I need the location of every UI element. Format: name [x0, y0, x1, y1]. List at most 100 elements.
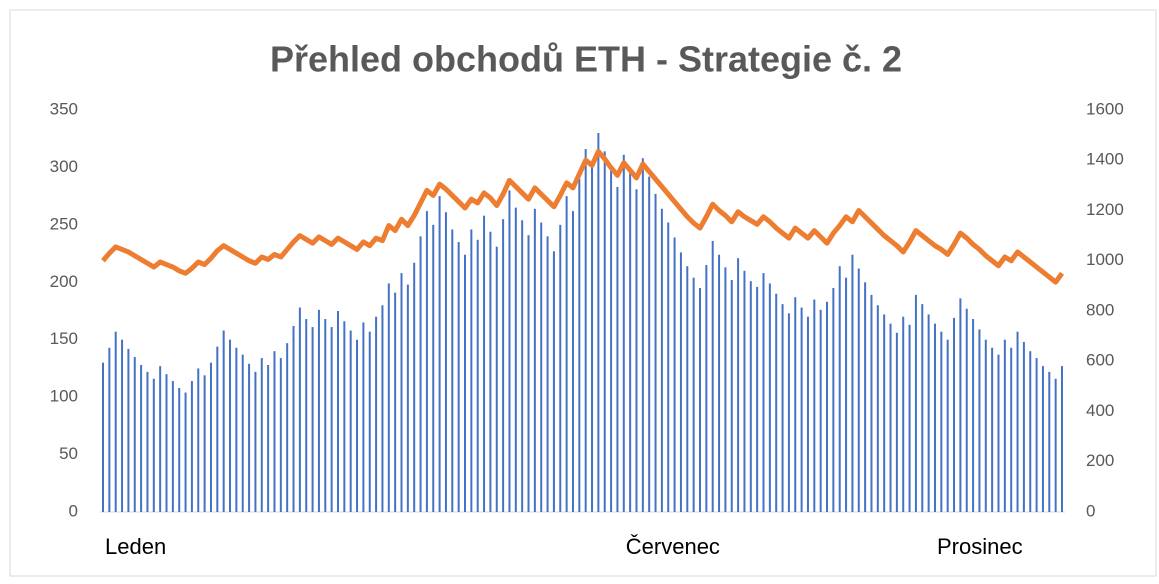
- bar: [444, 212, 447, 513]
- bar: [591, 161, 594, 512]
- x-tick-label: Červenec: [626, 534, 720, 559]
- bar: [997, 354, 1000, 512]
- bar: [679, 252, 682, 512]
- bar: [381, 305, 384, 512]
- bar: [654, 193, 657, 513]
- bar: [724, 267, 727, 512]
- bar: [876, 305, 879, 512]
- bar: [1054, 378, 1057, 512]
- y2-tick-label: 200: [1086, 451, 1114, 470]
- bar: [102, 362, 104, 512]
- y-tick-label: 0: [69, 501, 78, 520]
- bar: [622, 154, 625, 512]
- bar: [698, 288, 701, 512]
- bar: [686, 266, 689, 512]
- bar: [190, 381, 193, 512]
- bar: [305, 319, 308, 512]
- bar: [387, 283, 390, 512]
- bar: [356, 339, 359, 512]
- bar: [483, 215, 486, 512]
- y-tick-label: 50: [59, 444, 78, 463]
- y2-tick-label: 1400: [1086, 150, 1124, 169]
- bar: [140, 364, 143, 512]
- bar: [343, 321, 346, 512]
- bar: [470, 229, 473, 513]
- bar: [559, 224, 562, 512]
- bar: [165, 374, 168, 512]
- bar: [146, 371, 149, 512]
- bar: [889, 323, 892, 512]
- y-tick-label: 300: [50, 157, 78, 176]
- bar: [248, 363, 251, 512]
- bar: [610, 170, 613, 513]
- bar: [749, 281, 752, 512]
- bar: [406, 284, 409, 512]
- bar: [317, 309, 320, 512]
- bar: [1048, 371, 1051, 512]
- chart-title: Přehled obchodů ETH - Strategie č. 2: [270, 39, 902, 80]
- bar: [629, 173, 632, 512]
- bar: [1029, 351, 1032, 512]
- bar: [476, 239, 479, 512]
- bar: [292, 325, 295, 512]
- bar: [667, 222, 670, 512]
- bar: [229, 339, 232, 512]
- bar: [349, 330, 352, 512]
- bar: [908, 324, 911, 512]
- bar: [394, 292, 397, 512]
- bar: [832, 288, 835, 512]
- bar: [533, 208, 536, 512]
- bar: [457, 242, 460, 513]
- bar: [438, 196, 441, 512]
- bar: [552, 251, 555, 512]
- bar: [730, 279, 733, 512]
- bar: [400, 273, 403, 512]
- bar: [718, 254, 721, 512]
- bar: [260, 358, 263, 512]
- bar: [216, 346, 219, 512]
- bar: [991, 347, 994, 512]
- bar: [870, 294, 873, 512]
- y-tick-label: 100: [50, 387, 78, 406]
- bar: [787, 313, 790, 512]
- bar: [540, 222, 543, 512]
- bar: [584, 149, 587, 512]
- bar: [464, 254, 467, 512]
- bar: [1035, 358, 1038, 512]
- bar: [546, 236, 549, 513]
- bar: [311, 327, 314, 512]
- bar: [953, 317, 956, 512]
- bar: [108, 347, 111, 512]
- bar: [781, 304, 784, 512]
- bar: [616, 186, 619, 512]
- bar: [806, 316, 809, 512]
- bar: [737, 258, 740, 512]
- bar: [527, 235, 530, 513]
- bar: [864, 282, 867, 512]
- bar: [756, 286, 759, 512]
- bar: [1061, 366, 1063, 512]
- bar: [184, 392, 187, 512]
- bar: [127, 348, 130, 512]
- bar: [413, 262, 416, 512]
- y-tick-label: 350: [50, 99, 78, 118]
- bar: [673, 237, 676, 512]
- bar: [743, 270, 746, 512]
- bar: [838, 266, 841, 512]
- bar: [641, 158, 644, 513]
- bar: [959, 298, 962, 512]
- y2-tick-label: 1000: [1086, 250, 1124, 269]
- bar: [845, 277, 848, 512]
- bar: [705, 265, 708, 512]
- bar: [883, 314, 886, 512]
- bar: [133, 356, 136, 512]
- y2-tick-label: 400: [1086, 401, 1114, 420]
- bar: [1041, 366, 1044, 512]
- bar: [921, 304, 924, 512]
- bar: [362, 322, 365, 512]
- bar: [794, 297, 797, 512]
- bar: [768, 283, 771, 512]
- bar: [197, 368, 200, 512]
- bar: [902, 316, 905, 512]
